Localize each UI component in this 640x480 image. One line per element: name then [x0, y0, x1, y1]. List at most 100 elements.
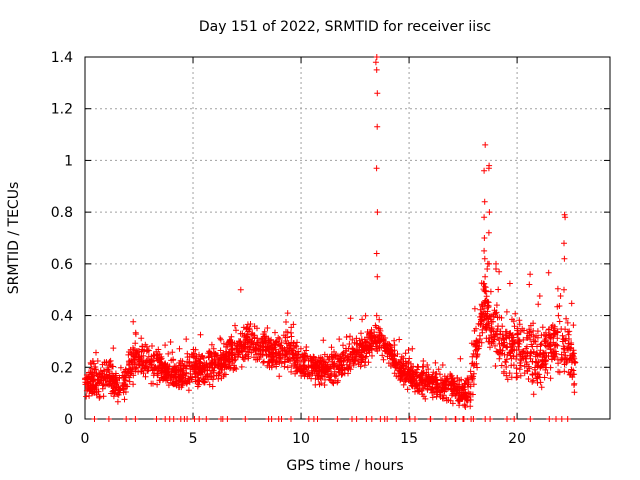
data-point: [503, 335, 510, 342]
data-point: [498, 362, 505, 369]
data-point: [507, 352, 514, 359]
data-point: [335, 364, 342, 371]
data-point: [439, 377, 446, 384]
data-point: [335, 377, 341, 384]
data-point: [199, 363, 206, 369]
data-point: [158, 374, 165, 381]
data-point: [416, 381, 422, 388]
data-point: [530, 391, 537, 398]
x-tick-label: 10: [292, 431, 310, 447]
data-point: [516, 366, 523, 373]
data-point: [530, 338, 537, 344]
data-point: [525, 376, 532, 382]
data-point: [205, 376, 212, 383]
data-point: [131, 361, 138, 368]
data-point: [527, 329, 534, 336]
data-point: [493, 266, 499, 272]
data-point: [110, 393, 117, 400]
data-point: [565, 369, 572, 376]
data-point: [530, 377, 537, 384]
data-point: [412, 416, 418, 422]
data-point: [531, 366, 538, 373]
data-point: [320, 337, 327, 344]
data-point: [191, 416, 198, 422]
data-point: [481, 214, 488, 221]
data-point: [440, 392, 446, 399]
data-point: [191, 350, 198, 357]
data-point: [264, 325, 271, 331]
data-point: [562, 337, 569, 344]
data-point: [530, 320, 537, 327]
data-point: [480, 311, 486, 318]
data-point: [496, 355, 503, 362]
data-point: [390, 355, 397, 362]
data-point: [405, 347, 412, 353]
data-point: [477, 306, 484, 313]
data-point: [187, 366, 194, 372]
data-point: [539, 357, 546, 364]
data-point: [501, 368, 507, 375]
data-point: [419, 377, 426, 384]
data-point: [142, 373, 149, 380]
data-point: [112, 370, 119, 377]
data-point: [526, 281, 533, 288]
data-point: [346, 341, 353, 347]
data-point: [514, 374, 521, 381]
data-point: [569, 351, 576, 358]
data-point: [163, 364, 170, 371]
data-point: [409, 383, 416, 390]
data-point: [373, 250, 380, 257]
data-point: [114, 398, 121, 405]
data-point: [333, 352, 340, 358]
data-point: [347, 333, 353, 340]
data-point: [290, 363, 297, 369]
data-point: [446, 378, 453, 385]
data-point: [550, 353, 557, 360]
data-point: [380, 356, 387, 363]
data-point: [184, 363, 190, 370]
data-point: [310, 416, 317, 422]
data-point: [529, 372, 536, 378]
data-point: [461, 389, 468, 396]
data-point: [292, 350, 299, 356]
data-point: [409, 345, 416, 352]
tick-labels: 0 5 10 15 20 0 0.2 0.4 0.6 0.8 1 1.2 1.4: [51, 50, 526, 447]
data-point: [347, 315, 354, 322]
data-point: [465, 381, 472, 388]
data-point: [482, 288, 489, 295]
x-tick-label: 15: [400, 431, 418, 447]
data-point: [266, 337, 272, 344]
data-point: [241, 344, 248, 351]
data-point: [216, 361, 222, 368]
data-point: [120, 383, 127, 389]
data-point: [435, 366, 442, 373]
data-point: [561, 368, 568, 375]
data-point: [276, 373, 283, 380]
data-point: [221, 361, 228, 368]
data-point: [522, 355, 529, 362]
data-point: [368, 336, 375, 343]
data-point: [514, 330, 521, 337]
data-point: [358, 330, 364, 337]
data-point: [339, 350, 346, 357]
data-point: [143, 343, 150, 350]
data-point: [90, 358, 96, 365]
data-point: [543, 337, 549, 344]
data-point: [170, 356, 177, 363]
data-point: [569, 371, 576, 378]
data-point: [261, 328, 268, 335]
data-point: [373, 66, 380, 73]
data-point: [561, 240, 567, 247]
data-point: [315, 372, 322, 379]
data-point: [365, 359, 372, 366]
data-point: [269, 350, 276, 356]
data-point: [209, 353, 215, 360]
data-point: [353, 340, 360, 347]
data-point: [288, 333, 295, 340]
data-point: [155, 370, 161, 377]
data-point: [234, 353, 241, 360]
data-point: [215, 375, 222, 382]
chart-title: Day 151 of 2022, SRMTID for receiver iis…: [199, 19, 491, 35]
data-point: [319, 366, 326, 373]
data-point: [185, 387, 192, 394]
